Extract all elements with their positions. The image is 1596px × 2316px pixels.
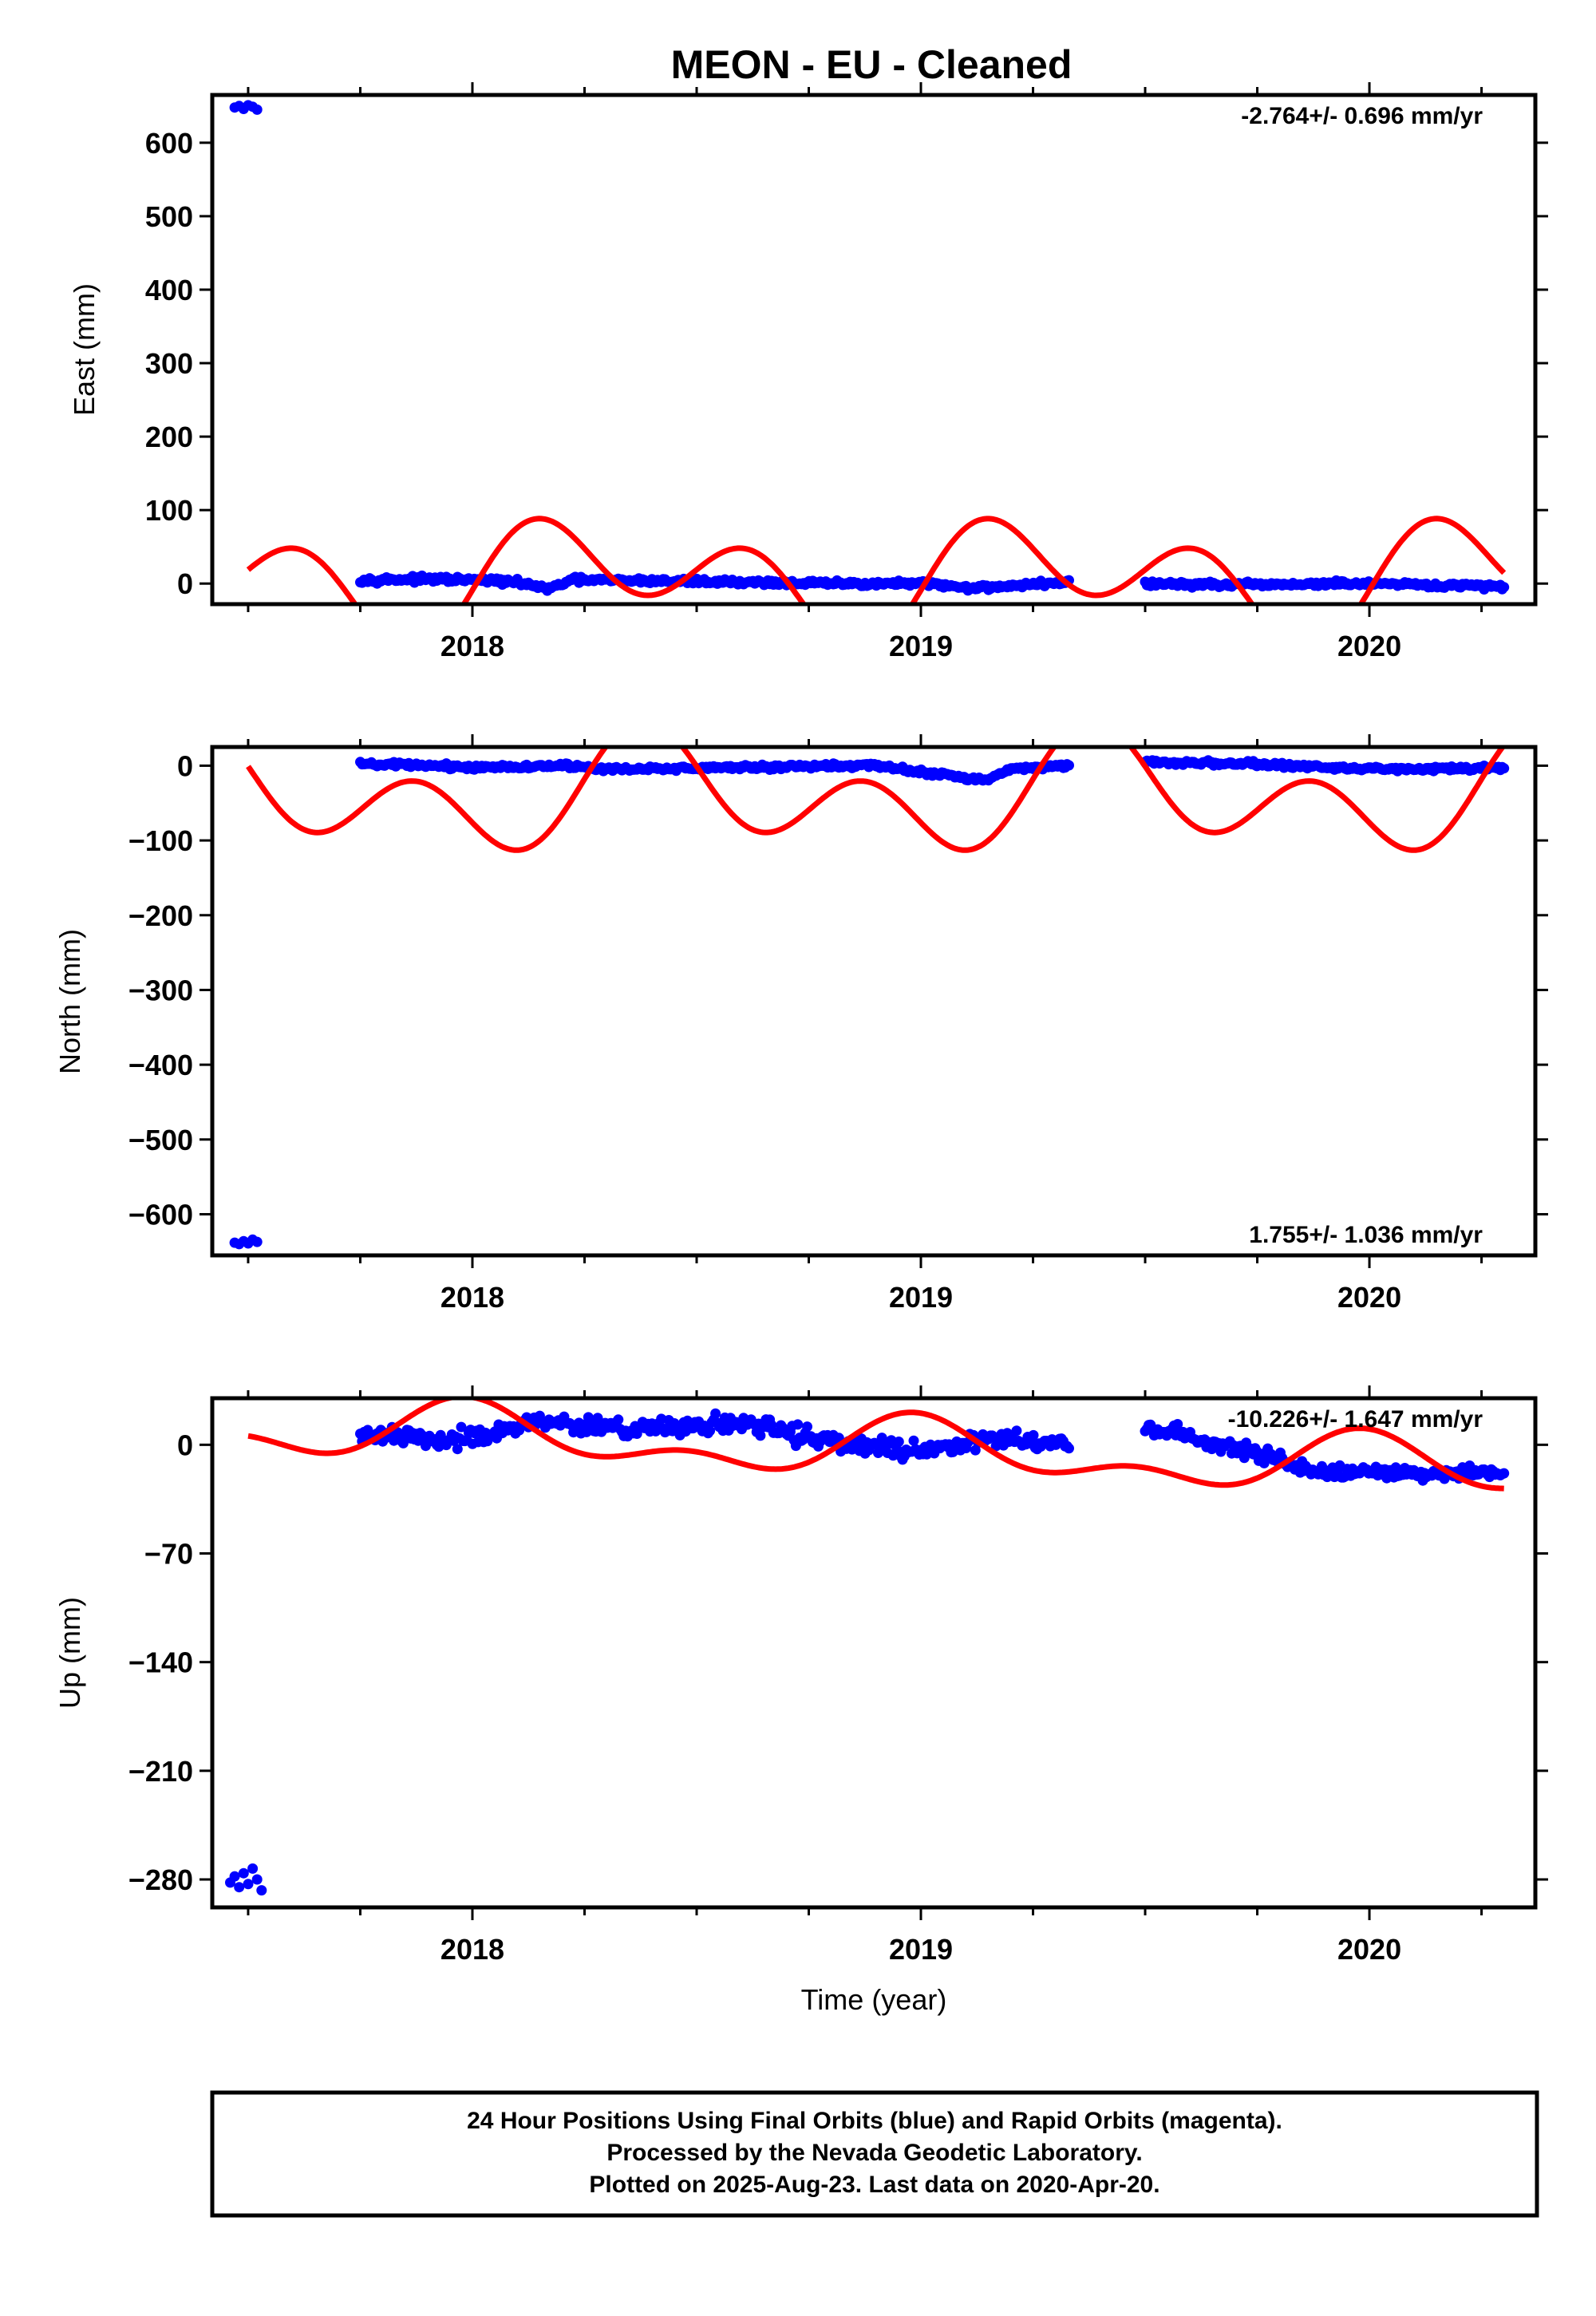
up-data-point xyxy=(1238,1452,1250,1464)
up-outlier-point xyxy=(1167,1377,1177,1388)
north-outlier-point xyxy=(251,1236,263,1247)
up-data-point xyxy=(1028,1429,1039,1441)
up-y-tick-label: −210 xyxy=(128,1755,193,1788)
up-y-tick-label: 0 xyxy=(177,1429,193,1461)
up-outlier-point xyxy=(243,1879,254,1890)
up-outlier-point xyxy=(247,1863,259,1874)
east-data-point xyxy=(1499,582,1510,593)
chart-title: MEON - EU - Cleaned xyxy=(671,42,1073,87)
north-y-tick-label: −300 xyxy=(128,974,193,1006)
up-outlier-point xyxy=(256,1885,267,1896)
east-outlier-point xyxy=(251,104,263,115)
up-outlier-point xyxy=(238,1867,249,1879)
north-data-point xyxy=(1499,763,1510,774)
north-y-tick-label: −200 xyxy=(128,899,193,932)
footer-line-1: 24 Hour Positions Using Final Orbits (bl… xyxy=(467,2108,1282,2134)
east-y-axis-label: East (mm) xyxy=(68,283,101,416)
up-outlier-point xyxy=(251,1874,263,1885)
up-data-point xyxy=(452,1444,463,1455)
east-rate-label: -2.764+/- 0.696 mm/yr xyxy=(1241,103,1483,129)
up-data-point xyxy=(456,1421,467,1433)
north-rate-label: 1.755+/- 1.036 mm/yr xyxy=(1249,1222,1483,1248)
up-data-point xyxy=(710,1408,721,1419)
east-y-tick-label: 300 xyxy=(145,347,193,380)
east-x-tick-label: 2018 xyxy=(440,630,504,662)
up-data-point xyxy=(755,1430,766,1441)
east-y-tick-label: 0 xyxy=(177,567,193,600)
up-plot-frame xyxy=(210,1396,1538,1910)
footer-box xyxy=(210,2090,1539,2218)
up-data-point xyxy=(613,1414,624,1425)
up-outlier-point xyxy=(234,1882,245,1893)
panel-north: 0 −100 −200 −300 −400 −500 −600 2018 2019 2020 Nor… xyxy=(53,734,1548,1314)
east-y-tick-label: 200 xyxy=(145,421,193,453)
north-data-point xyxy=(1064,760,1074,771)
up-y-tick-label: −280 xyxy=(128,1863,193,1896)
footer-line-2: Processed by the Nevada Geodetic Laborat… xyxy=(606,2140,1142,2166)
east-data-points xyxy=(229,100,1510,596)
up-outlier-point xyxy=(229,1871,240,1882)
east-y-tick-label: 600 xyxy=(145,127,193,160)
east-y-tick-label: 100 xyxy=(145,494,193,527)
up-data-point xyxy=(1258,1457,1270,1468)
up-data-point xyxy=(908,1435,919,1446)
panel-up: 0 −70 −140 −210 −280 2018 2019 2020 Up (mm) -10.2… xyxy=(53,1359,1548,1966)
x-axis-label: Time (year) xyxy=(801,1983,947,2016)
up-y-axis-label: Up (mm) xyxy=(53,1597,86,1709)
up-data-point xyxy=(802,1421,812,1433)
up-x-tick-label: 2018 xyxy=(440,1933,504,1966)
up-data-point xyxy=(1499,1468,1510,1479)
north-y-tick-label: −100 xyxy=(128,824,193,857)
north-x-tick-label: 2019 xyxy=(889,1281,953,1314)
east-y-tick-label: 400 xyxy=(145,274,193,306)
up-data-point xyxy=(792,1419,804,1430)
north-model-curve xyxy=(246,747,1507,853)
up-model-curve xyxy=(247,1398,1505,1492)
up-y-tick-label: −70 xyxy=(144,1538,193,1571)
up-rate-label: -10.226+/- 1.647 mm/yr xyxy=(1228,1406,1483,1433)
north-y-tick-label: −500 xyxy=(128,1124,193,1156)
up-x-tick-label: 2019 xyxy=(889,1933,953,1966)
up-data-point xyxy=(893,1437,904,1447)
north-x-tick-label: 2020 xyxy=(1337,1281,1401,1314)
north-data-points xyxy=(229,755,1510,1250)
east-x-tick-label: 2020 xyxy=(1337,630,1401,662)
north-y-tick-label: 0 xyxy=(177,749,193,782)
panel-east: 0 100 200 300 400 500 600 2018 2019 2020 East (mm)… xyxy=(68,82,1548,662)
east-y-tick-label: 500 xyxy=(145,200,193,233)
north-y-axis-label: North (mm) xyxy=(53,929,86,1074)
footer-line-3: Plotted on 2025-Aug-23. Last data on 202… xyxy=(589,2172,1159,2198)
north-plot-frame xyxy=(210,745,1538,1258)
up-data-point xyxy=(592,1413,603,1424)
panels: 0 100 200 300 400 500 600 2018 2019 2020 East (mm)… xyxy=(53,82,1548,2016)
east-x-tick-label: 2019 xyxy=(889,630,953,662)
up-data-point xyxy=(970,1445,981,1456)
north-y-tick-label: −400 xyxy=(128,1049,193,1081)
north-x-tick-label: 2018 xyxy=(440,1281,504,1314)
up-data-point xyxy=(1011,1425,1022,1437)
up-data-point xyxy=(1172,1419,1183,1429)
up-data-point xyxy=(1064,1443,1074,1454)
up-x-tick-label: 2020 xyxy=(1337,1933,1401,1966)
east-plot-frame xyxy=(210,93,1538,607)
up-y-tick-label: −140 xyxy=(128,1646,193,1679)
north-y-tick-label: −600 xyxy=(128,1198,193,1231)
up-data-point xyxy=(705,1425,716,1437)
up-outlier-point xyxy=(974,1359,985,1369)
